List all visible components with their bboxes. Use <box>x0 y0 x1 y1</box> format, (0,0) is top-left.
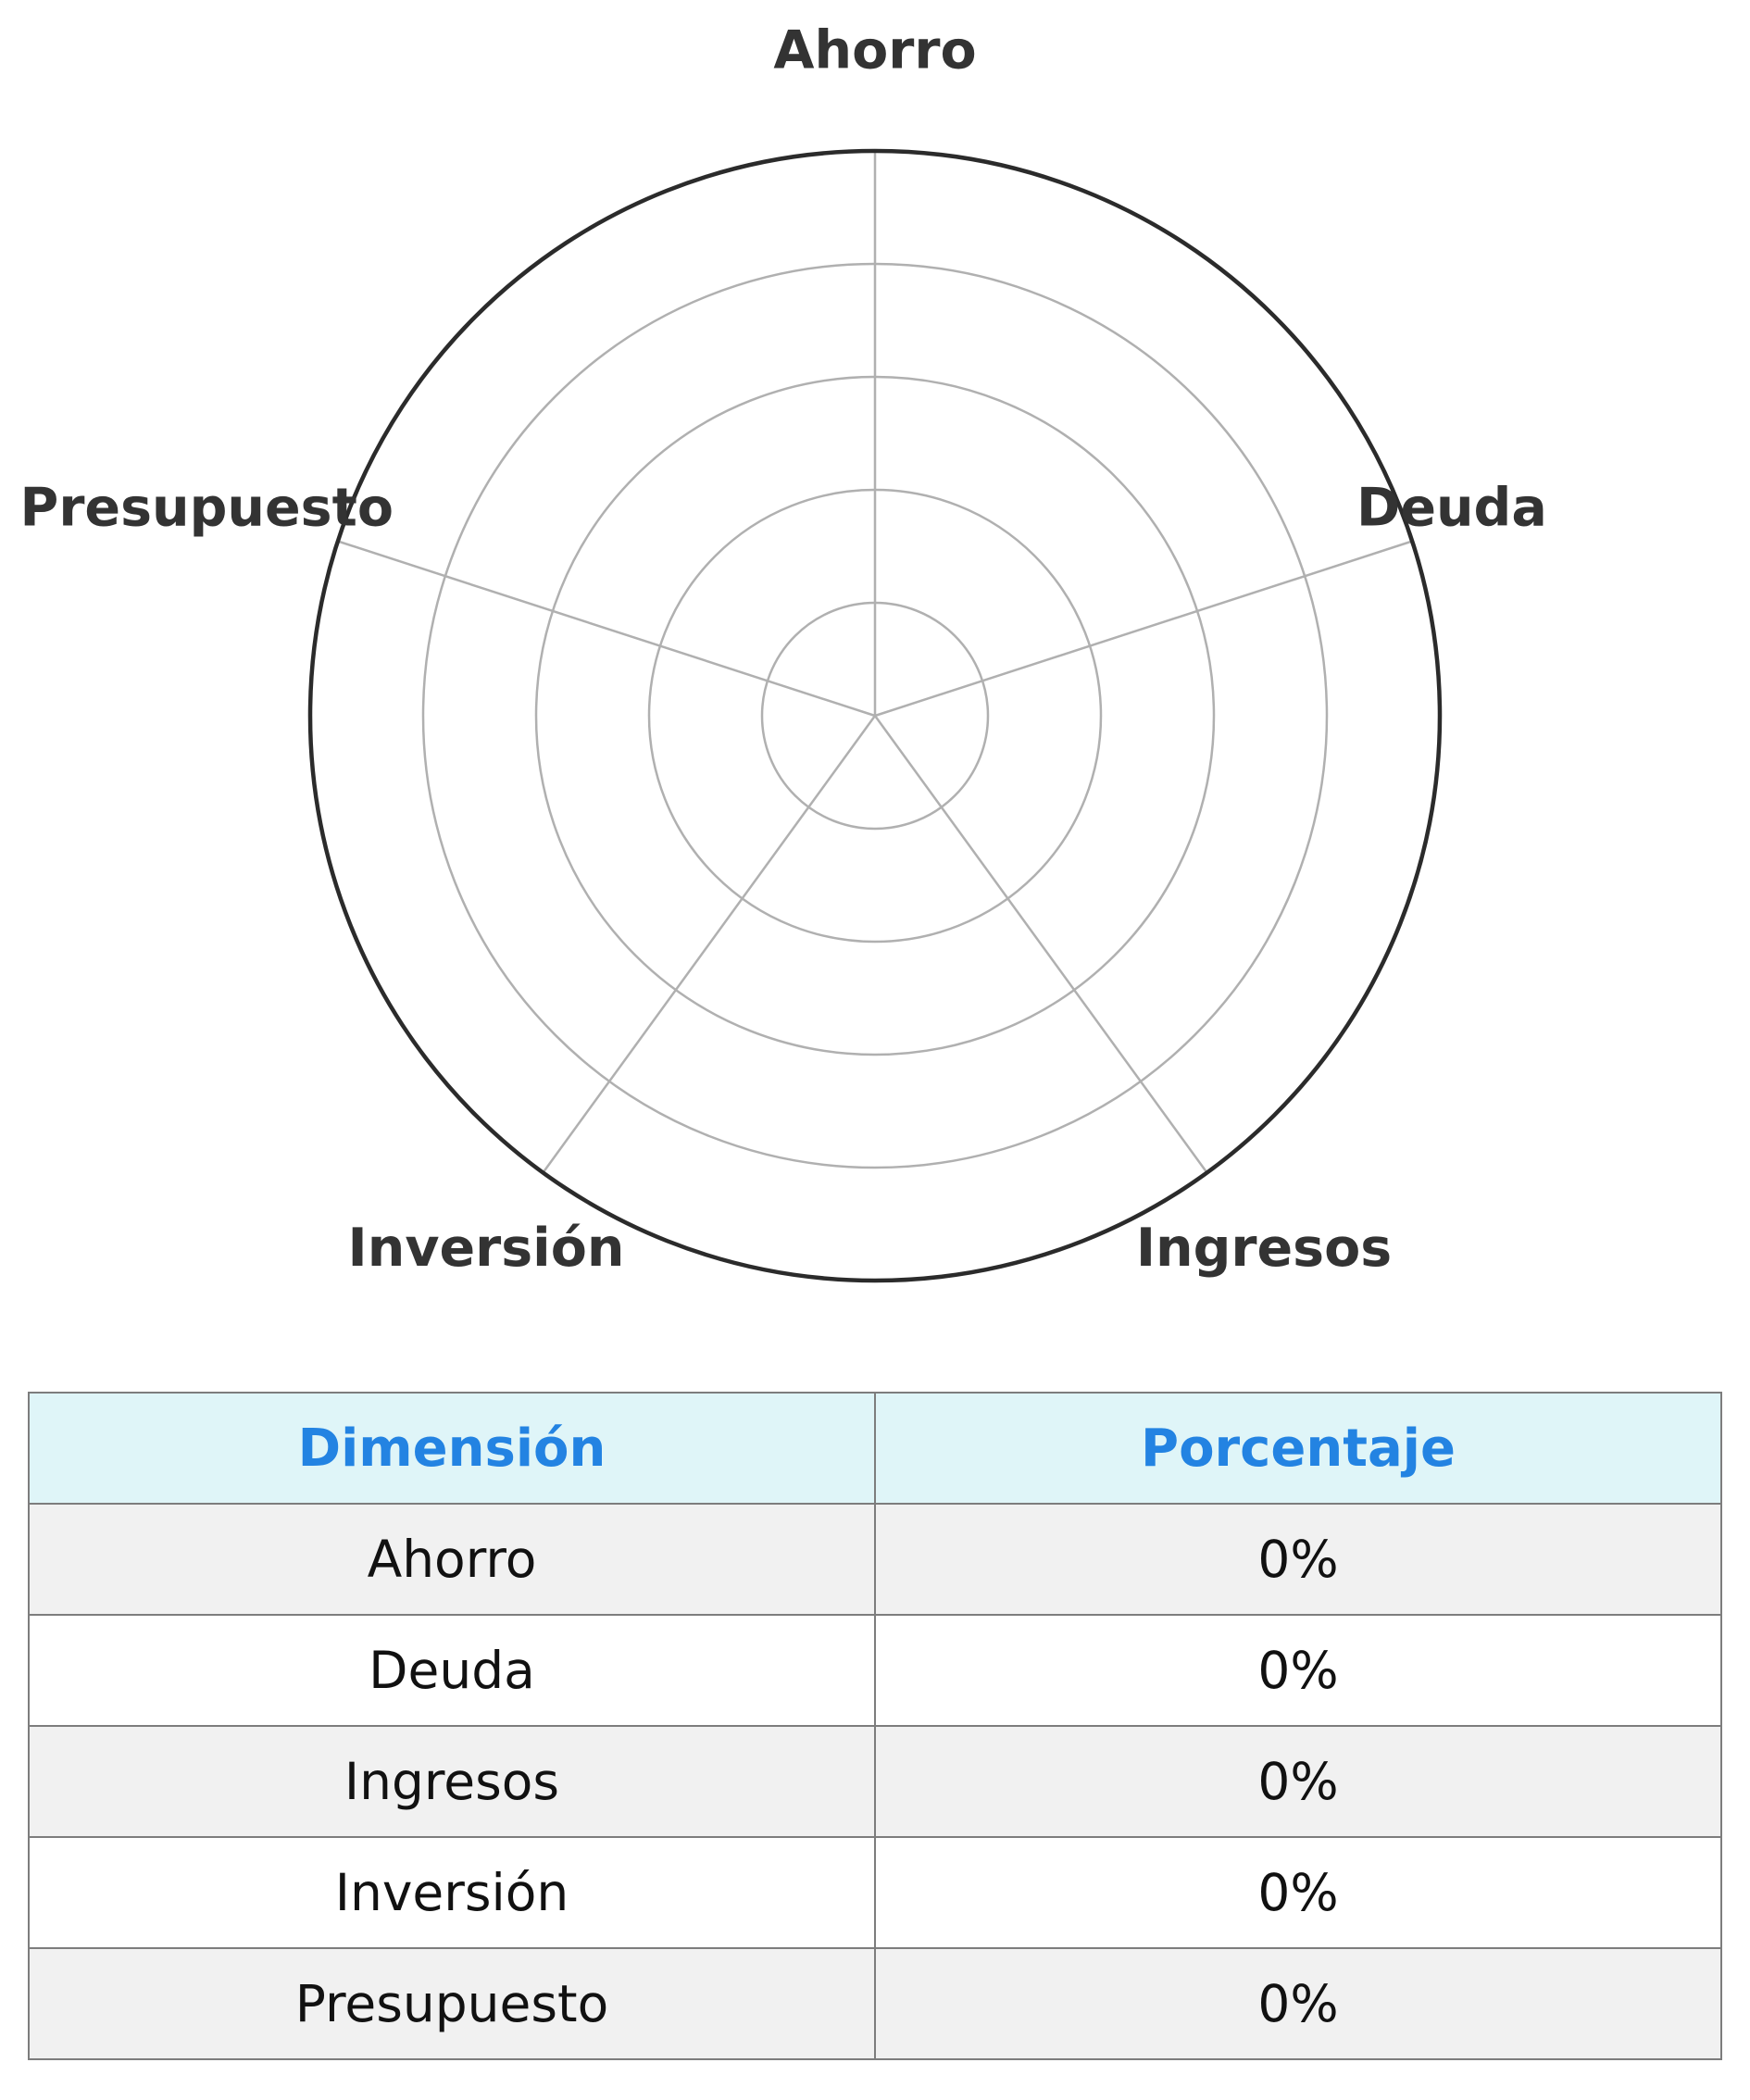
percentage-cell: 0% <box>874 1614 1722 1727</box>
radar-spokes <box>337 151 1413 1174</box>
axis-spoke <box>337 540 876 718</box>
table-row: Inversión 0% <box>28 1836 1722 1949</box>
percentage-cell: 0% <box>874 1503 1722 1616</box>
dimension-cell: Inversión <box>28 1836 876 1949</box>
table-header-row: Dimensión Porcentaje <box>28 1392 1722 1505</box>
axis-label-4: Inversión <box>348 1218 625 1279</box>
axis-spoke <box>874 540 1413 718</box>
radar-axis-labels: Ahorro Deuda Ingresos Inversión Presupuesto <box>20 20 1547 1279</box>
percentage-cell: 0% <box>874 1947 1722 2060</box>
radar-chart: Ahorro Deuda Ingresos Inversión Presupuesto <box>20 20 1547 1283</box>
table-row: Ahorro 0% <box>28 1503 1722 1616</box>
dimension-percentage-table: Dimensión Porcentaje Ahorro 0% Deuda 0% … <box>28 1392 1722 2060</box>
percentage-cell: 0% <box>874 1725 1722 1838</box>
axis-spoke <box>542 715 877 1174</box>
table-row: Ingresos 0% <box>28 1725 1722 1838</box>
header-percentage: Porcentaje <box>874 1392 1722 1505</box>
axis-label-3: Ingresos <box>1136 1218 1392 1279</box>
axis-spoke <box>873 715 1208 1174</box>
radar-outer-ring <box>307 148 1443 1283</box>
dimension-cell: Deuda <box>28 1614 876 1727</box>
header-dimension: Dimensión <box>28 1392 876 1505</box>
table-row: Deuda 0% <box>28 1614 1722 1727</box>
axis-label-5: Presupuesto <box>20 478 394 539</box>
axis-label-1: Ahorro <box>773 20 976 81</box>
table-row: Presupuesto 0% <box>28 1947 1722 2060</box>
dimension-cell: Presupuesto <box>28 1947 876 2060</box>
axis-label-2: Deuda <box>1356 478 1547 539</box>
dimension-cell: Ingresos <box>28 1725 876 1838</box>
outer-ring <box>307 148 1443 1283</box>
percentage-cell: 0% <box>874 1836 1722 1949</box>
dimension-cell: Ahorro <box>28 1503 876 1616</box>
